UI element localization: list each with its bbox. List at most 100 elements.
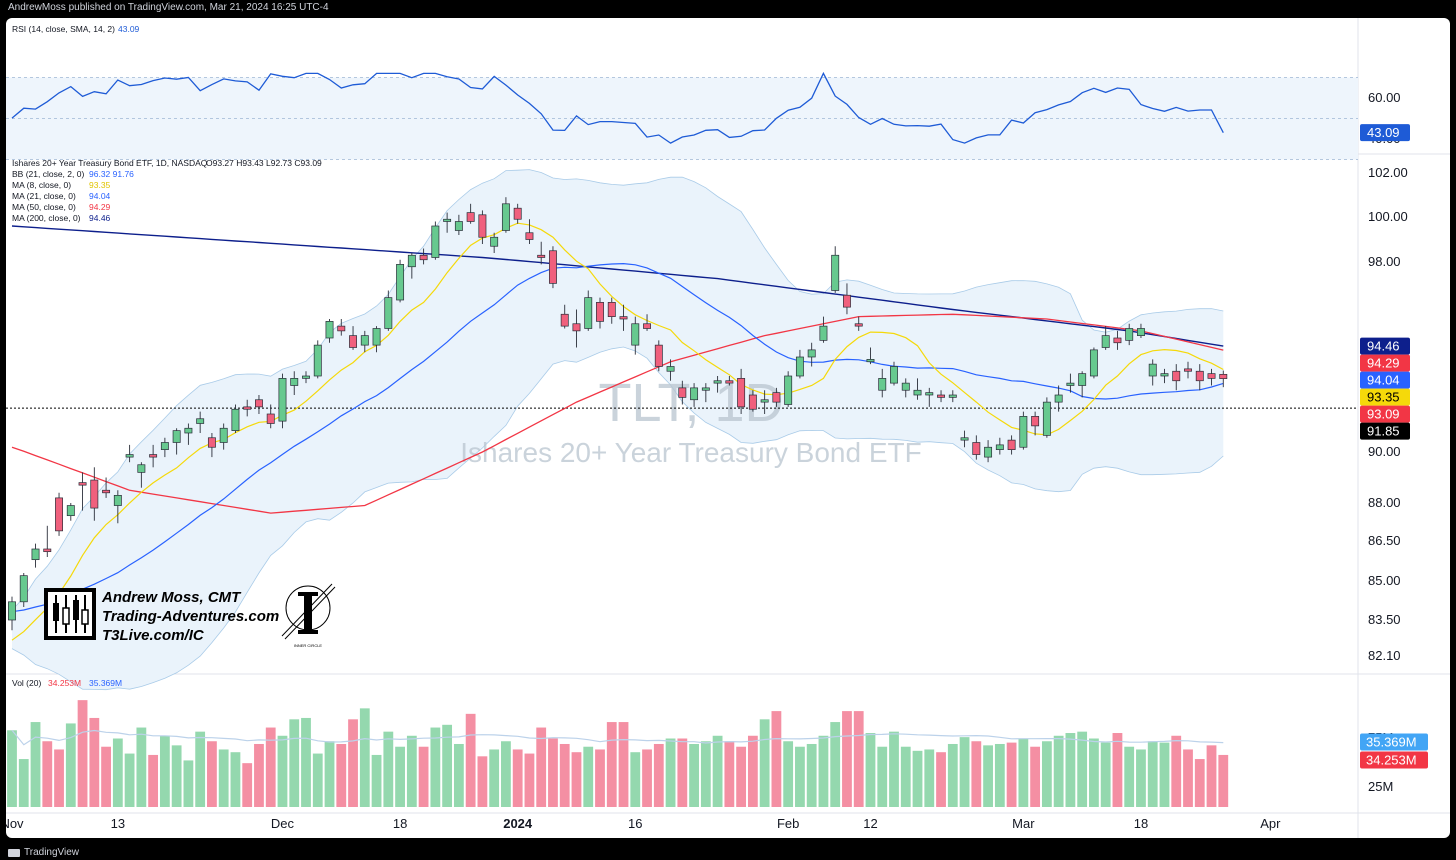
- candle-body: [278, 378, 287, 422]
- price-badge-text: 94.46: [1367, 339, 1400, 354]
- ma8-legend-label: MA (8, close, 0): [12, 180, 71, 190]
- candle: [1172, 364, 1181, 391]
- volume-bar: [642, 749, 652, 807]
- footer: TradingView: [8, 847, 79, 858]
- candle: [795, 349, 804, 379]
- price-badge-text: 94.29: [1367, 356, 1400, 371]
- candle: [207, 433, 216, 458]
- volume-pane: [7, 700, 1229, 807]
- candle-body: [66, 505, 75, 517]
- candle: [8, 596, 16, 631]
- candle: [701, 383, 710, 403]
- candle-body: [1066, 382, 1075, 386]
- candle-body: [243, 406, 252, 410]
- candle-body: [137, 464, 146, 473]
- candle-body: [384, 297, 393, 329]
- candle: [231, 404, 240, 433]
- chart-svg[interactable]: TLT, 1D Ishares 20+ Year Treasury Bond E…: [6, 18, 1450, 838]
- rsi-badge: 43.09: [1360, 124, 1410, 142]
- candle: [984, 440, 993, 463]
- candle: [372, 326, 381, 353]
- rsi-legend: RSI (14, close, SMA, 14, 2) 43.09: [12, 24, 140, 34]
- ma21-legend-value: 94.04: [89, 191, 111, 201]
- volume-bar: [1065, 733, 1076, 807]
- candle-body: [819, 325, 828, 341]
- volume-bar: [277, 735, 288, 807]
- volume-bar: [1218, 754, 1229, 807]
- candle: [302, 371, 310, 384]
- candle: [513, 203, 522, 224]
- time-tick-label: 16: [628, 816, 642, 831]
- volume-bar: [171, 745, 182, 807]
- candle: [349, 326, 357, 350]
- candle-body: [113, 495, 122, 506]
- time-tick-label: Mar: [1012, 816, 1035, 831]
- candle-body: [43, 548, 52, 553]
- volume-badge: 35.369M: [1360, 733, 1428, 751]
- candle-body: [313, 344, 322, 377]
- candle-body: [55, 497, 63, 532]
- candle: [1007, 435, 1016, 455]
- ma200-legend-value: 94.46: [89, 213, 111, 223]
- volume-bar: [442, 724, 453, 807]
- candle: [1089, 347, 1098, 379]
- candle: [384, 290, 393, 331]
- volume-bar: [207, 741, 217, 807]
- candle: [537, 241, 546, 265]
- candle: [784, 371, 793, 407]
- candle-body: [937, 394, 945, 398]
- candle-body: [501, 203, 510, 231]
- candle: [1042, 397, 1051, 438]
- candle: [748, 390, 757, 412]
- volume-bar: [1136, 749, 1146, 807]
- candle-body: [219, 427, 228, 443]
- candle: [31, 543, 40, 568]
- candle-body: [1019, 416, 1028, 448]
- candle: [90, 467, 99, 521]
- volume-bar: [54, 749, 64, 807]
- volume-bar: [795, 746, 805, 807]
- candle-body: [1137, 328, 1145, 336]
- candle-body: [678, 387, 687, 398]
- inner-circle-caption: INNER CIRCLE: [294, 643, 323, 648]
- candle-body: [807, 349, 816, 358]
- candle: [160, 437, 169, 458]
- price-tick-label: 88.00: [1368, 495, 1401, 510]
- rsi-pane: [6, 71, 1358, 160]
- volume-bar: [1147, 741, 1158, 807]
- price-badge: 93.09: [1360, 405, 1410, 423]
- candle: [843, 283, 851, 315]
- candle: [819, 316, 828, 343]
- price-tick-label: 85.00: [1368, 573, 1401, 588]
- candle: [1184, 361, 1192, 379]
- candle: [184, 423, 193, 445]
- candle-body: [854, 323, 863, 327]
- volume-bar: [924, 749, 935, 807]
- candle-body: [478, 214, 487, 238]
- candle-body: [572, 323, 581, 332]
- volume-bar: [1053, 735, 1064, 807]
- branding-ic: T3Live.com/IC: [102, 627, 205, 644]
- candle: [43, 525, 52, 557]
- candle-body: [1031, 416, 1040, 427]
- volume-bar: [453, 743, 464, 807]
- price-tick-label: 98.00: [1368, 254, 1401, 269]
- ma50-legend-label: MA (50, close, 0): [12, 202, 76, 212]
- candle: [549, 246, 557, 289]
- volume-bar: [371, 754, 382, 807]
- volume-badge-text: 34.253M: [1366, 753, 1417, 768]
- candle: [490, 232, 499, 253]
- volume-bar: [677, 738, 688, 807]
- candle: [1031, 411, 1040, 436]
- candle: [584, 290, 593, 331]
- volume-ma-line: [11, 729, 1224, 746]
- candle-body: [560, 313, 569, 327]
- candle-body: [337, 325, 346, 332]
- candle-body: [360, 335, 369, 346]
- bb-fill: [12, 169, 1224, 690]
- candle-body: [984, 446, 993, 458]
- candle: [55, 492, 63, 536]
- volume-bar: [818, 735, 829, 807]
- candle: [960, 430, 969, 448]
- price-tick-label: 100.00: [1368, 209, 1408, 224]
